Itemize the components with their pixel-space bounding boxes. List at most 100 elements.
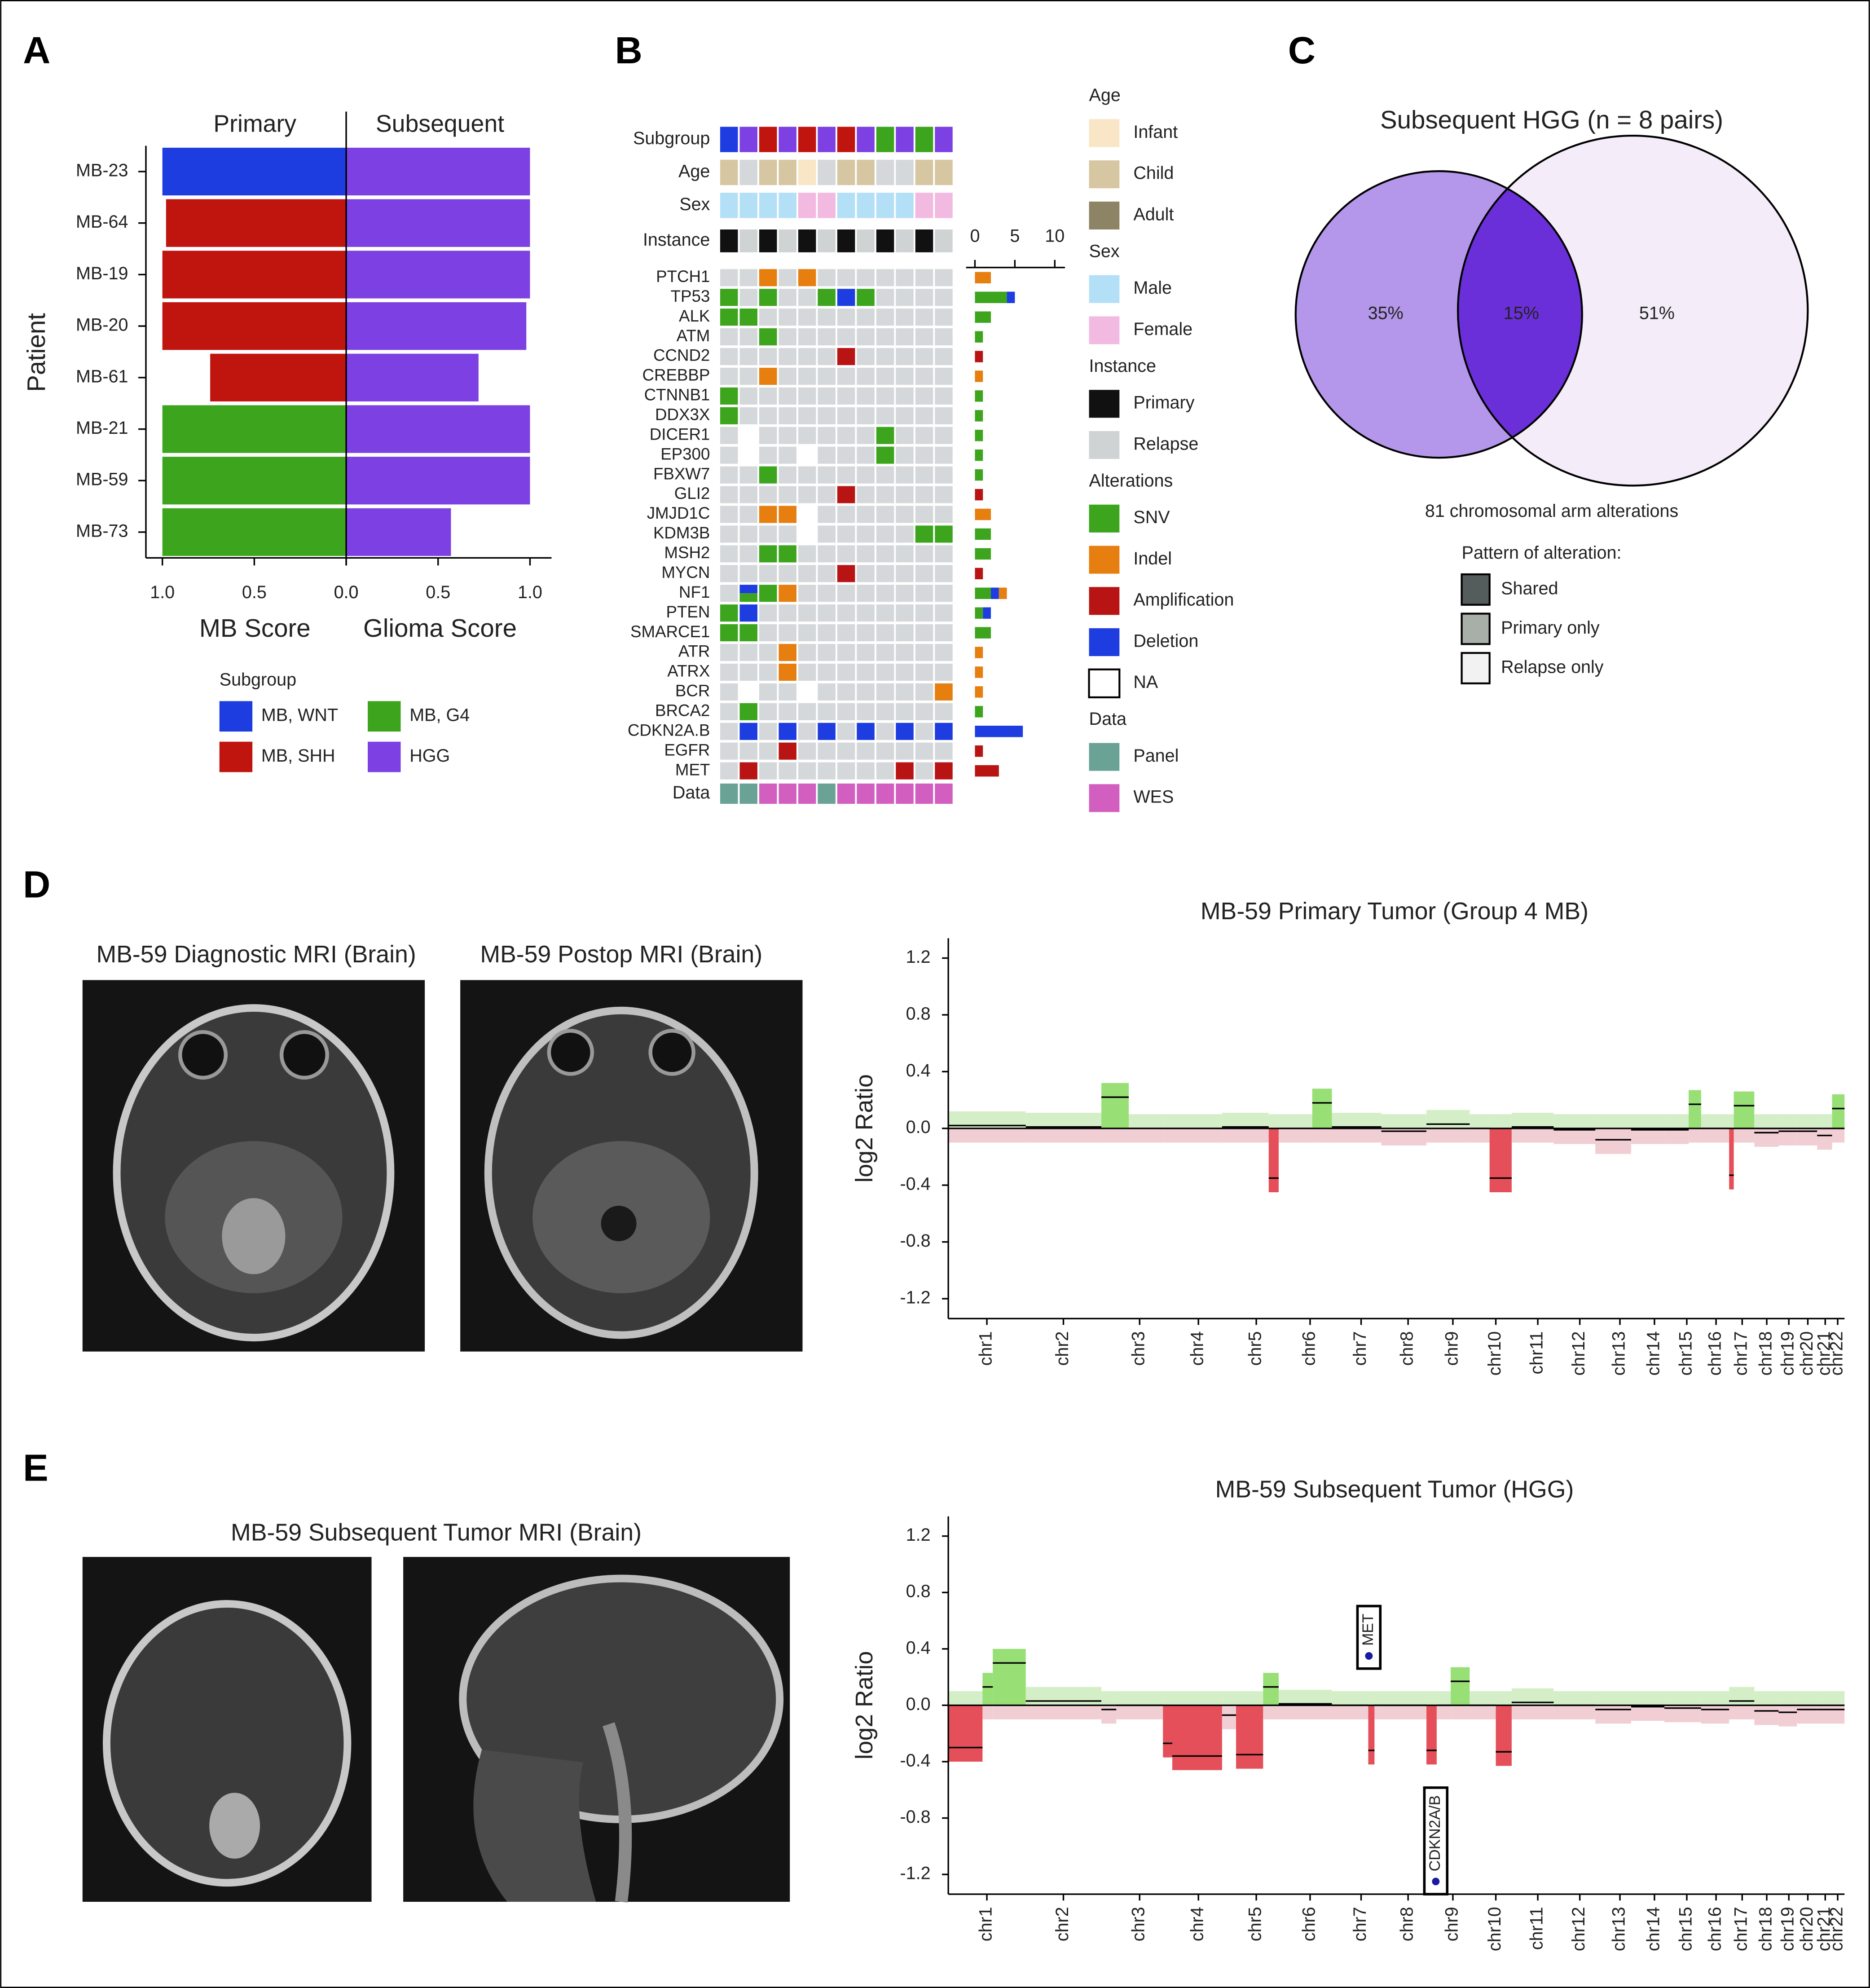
point-cloud	[1797, 1114, 1817, 1128]
oncoprint-cell	[837, 193, 855, 218]
oncoprint-cell	[915, 127, 933, 152]
oncoprint-cell	[935, 309, 953, 326]
oncoprint-cell	[739, 269, 757, 287]
oncoprint-cell	[896, 486, 914, 503]
oncoprint-cell	[915, 604, 933, 622]
x-tick-label: 0.5	[242, 582, 267, 602]
bar	[346, 405, 530, 453]
y-tick-label: 1.2	[906, 947, 931, 967]
legend-swatch	[1089, 628, 1120, 657]
oncoprint-cell	[915, 683, 933, 701]
legend-label: MB, G4	[409, 705, 470, 725]
point-cloud	[1511, 1705, 1554, 1719]
legend-title: Sex	[1089, 241, 1120, 261]
legend-swatch	[1089, 275, 1120, 303]
oncoprint-cell	[935, 762, 953, 780]
oncoprint-cell	[857, 545, 875, 563]
image-caption: MB-59 Diagnostic MRI (Brain)	[96, 941, 416, 968]
oncoprint-cell	[837, 506, 855, 523]
y-tick-label: MB-59	[76, 470, 128, 489]
gene-label: DDX3X	[655, 406, 710, 424]
oncoprint-cell	[876, 585, 894, 602]
oncoprint-cell	[739, 407, 757, 424]
oncoprint-cell	[857, 159, 875, 185]
oncoprint-cell	[876, 545, 894, 563]
oncoprint-cell	[935, 446, 953, 464]
legend-swatch	[1089, 587, 1120, 615]
legend-label: MB, WNT	[261, 705, 338, 725]
count-bar	[975, 568, 983, 579]
x-tick-label: chr14	[1643, 1331, 1663, 1376]
oncoprint-cell	[857, 742, 875, 760]
panel-label: C	[1288, 29, 1316, 71]
x-tick-label: chr2	[1052, 1907, 1072, 1941]
oncoprint-cell	[915, 663, 933, 681]
legend-label: Relapse	[1133, 434, 1198, 454]
oncoprint-cell	[935, 127, 953, 152]
legend-label: Indel	[1133, 549, 1172, 569]
x-tick-label: chr13	[1609, 1331, 1628, 1376]
oncoprint-cell	[779, 159, 796, 185]
oncoprint-cell	[720, 723, 738, 740]
oncoprint-cell	[857, 427, 875, 444]
oncoprint-cell	[837, 783, 855, 804]
oncoprint-cell	[837, 387, 855, 405]
oncoprint-cell	[759, 683, 777, 701]
x-tick-label: chr8	[1397, 1907, 1417, 1941]
oncoprint-cell	[896, 289, 914, 306]
oncoprint-cell	[896, 683, 914, 701]
caption: 81 chromosomal arm alterations	[1425, 501, 1678, 521]
point-cloud	[1470, 1691, 1496, 1706]
point-cloud	[1553, 1691, 1596, 1706]
oncoprint-cell	[720, 269, 738, 287]
oncoprint-cell	[818, 545, 836, 563]
count-bar	[975, 726, 1023, 737]
panel-label: D	[23, 863, 50, 906]
oncoprint-cell	[759, 387, 777, 405]
point-cloud	[1553, 1705, 1596, 1719]
count-bar	[975, 410, 983, 422]
oncoprint-cell	[915, 348, 933, 366]
image-caption: MB-59 Postop MRI (Brain)	[480, 941, 762, 968]
oncoprint-cell	[720, 407, 738, 424]
mri-face	[473, 1750, 596, 1902]
oncoprint-cell	[759, 367, 777, 385]
legend-label: Male	[1133, 278, 1172, 298]
point-cloud	[1222, 1691, 1236, 1706]
point-cloud	[1172, 1705, 1222, 1770]
oncoprint-cell	[857, 387, 875, 405]
chart-title: Subsequent HGG (n = 8 pairs)	[1380, 106, 1723, 134]
oncoprint-cell	[915, 229, 933, 252]
bar	[346, 199, 530, 247]
oncoprint-cell	[739, 723, 757, 740]
gene-label: PTEN	[666, 603, 710, 621]
oncoprint-cell	[798, 387, 816, 405]
oncoprint-cell	[779, 604, 796, 622]
point-cloud	[1332, 1705, 1368, 1719]
oncoprint-cell	[876, 683, 894, 701]
point-cloud	[948, 1705, 983, 1762]
bar	[346, 251, 530, 299]
oncoprint-cell	[876, 723, 894, 740]
oncoprint-cell	[876, 565, 894, 582]
x-tick-label: chr17	[1731, 1331, 1751, 1376]
oncoprint-cell	[857, 348, 875, 366]
oncoprint-cell	[837, 742, 855, 760]
point-cloud	[948, 1128, 1026, 1143]
oncoprint-cell	[837, 159, 855, 185]
x-tick-label: chr7	[1350, 1331, 1370, 1366]
point-cloud	[1470, 1705, 1496, 1719]
legend-title: Data	[1089, 709, 1126, 729]
point-cloud	[1595, 1691, 1631, 1706]
mri-orbit	[279, 1030, 329, 1080]
point-cloud	[1631, 1128, 1665, 1144]
oncoprint-cell	[915, 269, 933, 287]
legend-swatch	[1089, 201, 1120, 230]
oncoprint-cell	[837, 683, 855, 701]
oncoprint-cell	[935, 289, 953, 306]
mri-images: MB-59 Diagnostic MRI (Brain) MB-59 Posto…	[82, 941, 803, 1903]
oncoprint-cell	[798, 229, 816, 252]
oncoprint-cell	[739, 466, 757, 484]
bar	[162, 405, 347, 453]
count-bar	[983, 607, 991, 619]
